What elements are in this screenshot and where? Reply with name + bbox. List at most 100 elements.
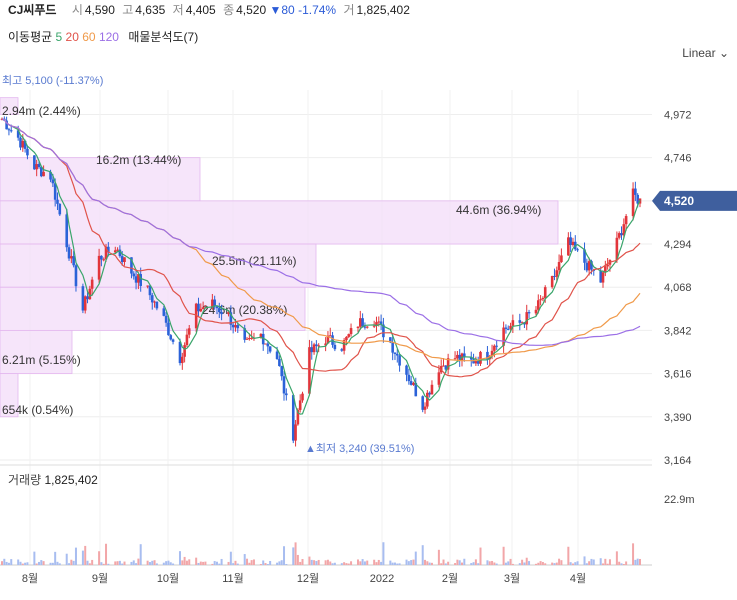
candle-body xyxy=(88,288,92,300)
volume-bar xyxy=(204,561,207,565)
candle-body xyxy=(53,183,57,200)
candle-body xyxy=(275,351,279,359)
volume-bar xyxy=(590,558,593,565)
candle-body xyxy=(9,130,13,132)
volume-bar xyxy=(602,563,605,565)
volume-profile-label: 16.2m (13.44%) xyxy=(96,153,181,167)
candle-body xyxy=(333,344,337,350)
volume-bar xyxy=(539,561,542,565)
candle-body xyxy=(474,361,478,364)
volume-bar xyxy=(599,558,602,565)
volume-bar xyxy=(622,563,625,565)
volume-bar xyxy=(183,556,186,565)
candle-body xyxy=(243,328,247,340)
candle-body xyxy=(116,249,119,251)
volume-bar xyxy=(447,561,450,565)
candle-body xyxy=(349,328,353,335)
volume-bar xyxy=(518,563,521,565)
volume-bar xyxy=(606,563,609,565)
candle-body xyxy=(100,255,103,260)
volume-profile-bar xyxy=(0,330,73,375)
candle-body xyxy=(185,334,189,346)
volume-bar xyxy=(139,544,142,565)
volume-profile-bar xyxy=(0,373,19,418)
candle-body xyxy=(181,356,184,364)
current-price-tag xyxy=(652,190,737,211)
volume-bar xyxy=(35,563,38,565)
y-tick-label: 4,746 xyxy=(664,153,692,165)
volume-bar xyxy=(211,563,214,565)
volume-bar xyxy=(5,561,8,565)
volume-bar xyxy=(310,559,313,565)
change-pct: -1.74% xyxy=(298,3,337,17)
candle-body xyxy=(539,299,542,301)
volume-profile-label: 44.6m (36.94%) xyxy=(456,203,541,217)
volume-bar xyxy=(373,559,376,565)
ma20-label: 20 xyxy=(65,30,79,44)
candle-body xyxy=(211,299,214,308)
volume-bar xyxy=(507,561,510,565)
volume-bar xyxy=(91,559,94,565)
volume-bar xyxy=(227,561,230,565)
volume-bar xyxy=(410,560,413,565)
volume-bar xyxy=(331,563,334,565)
candle-body xyxy=(37,164,41,168)
volume-bar xyxy=(350,561,353,565)
candle-body xyxy=(571,241,575,246)
volume-bar xyxy=(558,558,561,565)
volume-bar xyxy=(84,545,87,565)
candle-body xyxy=(16,130,20,138)
candle-body xyxy=(620,233,623,236)
candle-body xyxy=(347,334,351,337)
candle-body xyxy=(453,358,457,360)
stock-name: CJ씨푸드 xyxy=(8,3,57,17)
volume-bar xyxy=(7,562,10,565)
volume-bar xyxy=(220,558,223,565)
volume-bar xyxy=(495,563,498,565)
volume-bar xyxy=(296,554,299,565)
candle-body xyxy=(231,324,235,328)
volume-bar xyxy=(571,563,574,565)
volume-bar xyxy=(81,550,84,565)
indicator-legend[interactable]: 이동평균 5 20 60 120 매물분석도(7) xyxy=(8,29,198,45)
candle-body xyxy=(227,312,230,315)
candle-body xyxy=(49,171,52,180)
volume-bar xyxy=(86,560,89,565)
candle-body xyxy=(312,344,316,353)
x-tick-label: 12월 xyxy=(297,572,319,585)
volume-bar xyxy=(151,560,154,565)
volume-bar xyxy=(634,559,637,565)
candle-body xyxy=(213,299,216,307)
volume-bar xyxy=(340,563,343,565)
candle-body xyxy=(606,264,609,267)
volume-bar xyxy=(426,561,429,565)
candle-body xyxy=(326,335,330,344)
candle-body xyxy=(58,203,62,215)
volume-bar xyxy=(313,560,316,565)
candle-body xyxy=(118,249,122,257)
candle-body xyxy=(476,361,480,364)
candle-body xyxy=(199,308,203,312)
candle-body xyxy=(331,335,334,345)
volume-bar xyxy=(266,564,269,565)
volume-bar xyxy=(276,562,279,565)
candle-body xyxy=(379,321,383,325)
candle-body xyxy=(375,322,378,326)
volume-profile-label: 24.6m (20.38%) xyxy=(202,303,287,317)
volume-bar xyxy=(74,547,77,565)
volume-bar xyxy=(49,562,52,565)
candle-body xyxy=(97,255,101,280)
volume-bar xyxy=(347,563,350,565)
candle-body xyxy=(42,171,45,177)
x-tick-label: 2022 xyxy=(370,573,394,585)
scale-toggle[interactable]: Linear ⌄ xyxy=(682,46,729,60)
candle-body xyxy=(456,354,459,359)
candle-body xyxy=(324,343,327,346)
candle-body xyxy=(393,352,397,354)
price-chart[interactable]: 4,972 4,746 4,520 4,294 4,068 3,842 3,616 3,390… xyxy=(0,60,737,600)
volume-bar xyxy=(130,561,133,565)
volume-bar xyxy=(541,562,544,565)
volume-bar xyxy=(636,558,639,565)
volume-bar xyxy=(585,563,588,565)
candle-body xyxy=(634,188,637,195)
